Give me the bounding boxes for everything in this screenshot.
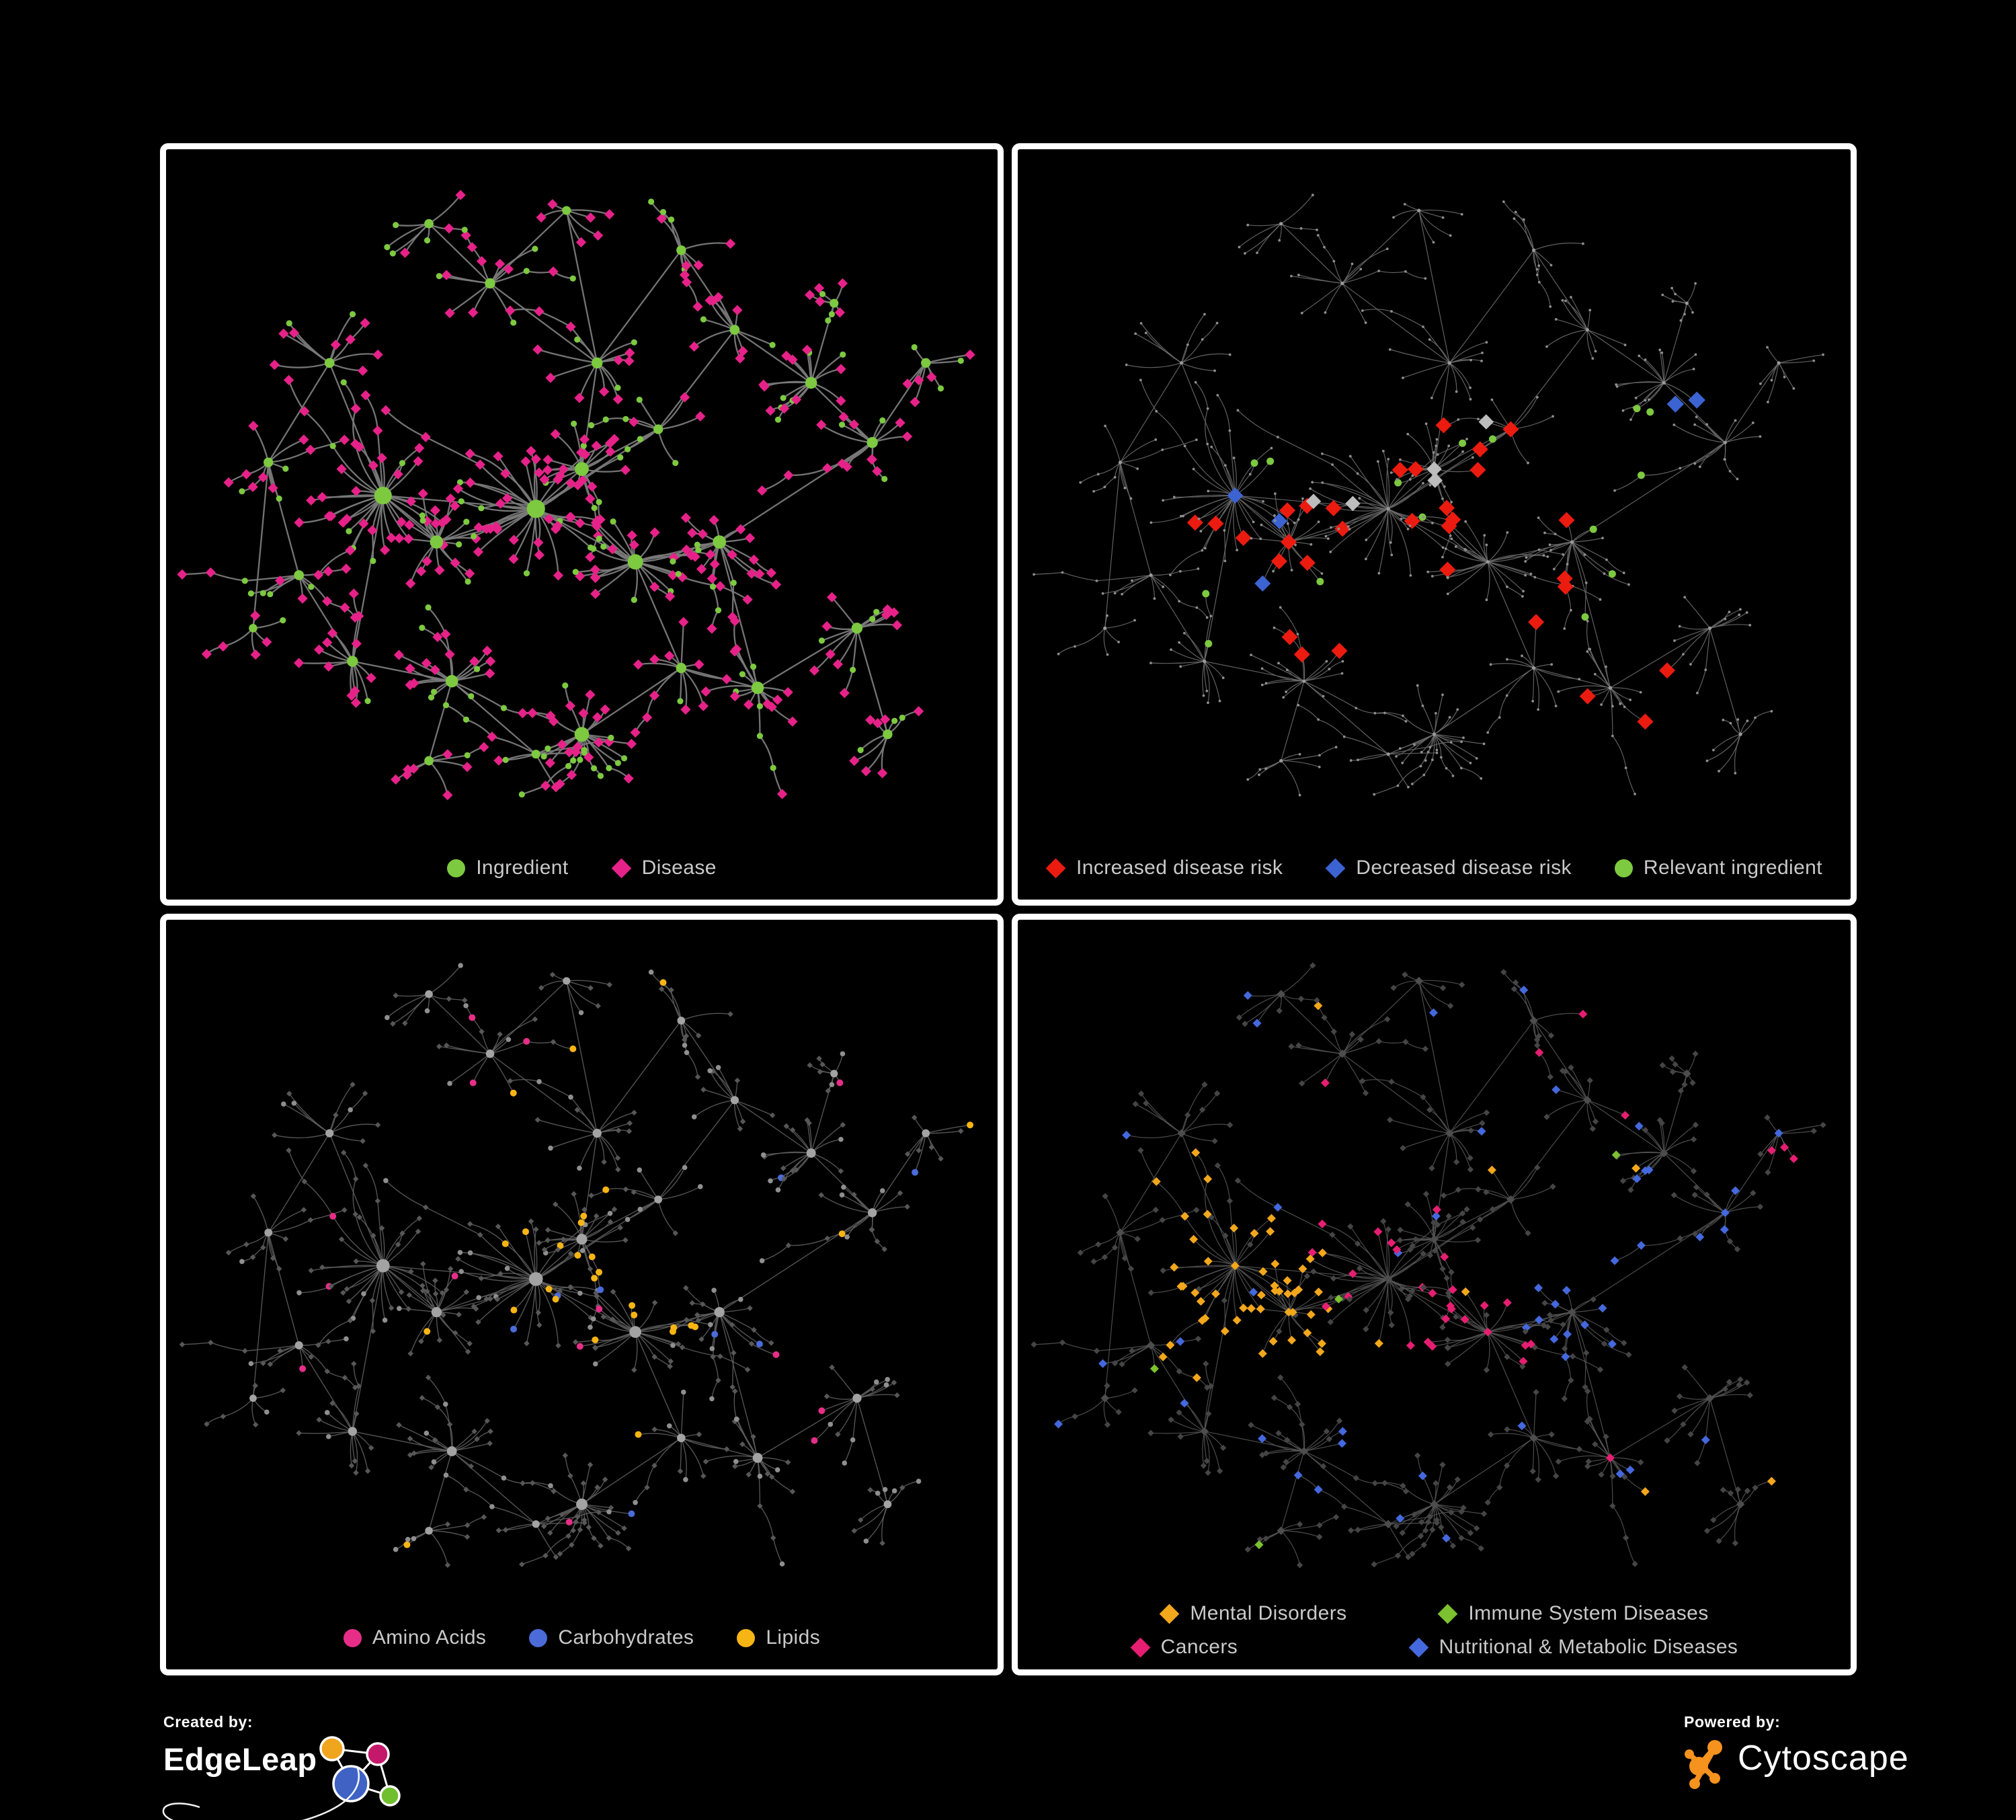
legend-disease-risk: Increased disease risk Decreased disease … [1018,857,1851,879]
legend-diamond-marker-icon [1438,1604,1458,1624]
legend-circle-marker-icon [529,1628,548,1647]
legend-label: Lipids [766,1626,821,1649]
legend-row: Cancers Nutritional & Metabolic Diseases [1130,1636,1738,1659]
legend-label: Disease [641,857,717,879]
legend-label: Nutritional & Metabolic Diseases [1439,1636,1738,1658]
legend-circle-marker-icon [1614,859,1633,877]
legend-item: Decreased disease risk [1325,857,1572,879]
legend-diamond-marker-icon [611,858,631,878]
cytoscape-logo-text: Cytoscape [1738,1739,1909,1778]
panel-ingredient-disease: Ingredient Disease [160,143,1004,906]
legend-circle-marker-icon [447,859,466,877]
legend-label: Relevant ingredient [1643,857,1822,879]
legend-item: Immune System Diseases [1438,1602,1708,1625]
legend-label: Increased disease risk [1076,857,1283,879]
legend-diamond-marker-icon [1408,1637,1429,1657]
legend-disease-categories: Mental Disorders Immune System Diseases Ca… [1018,1602,1851,1659]
created-by-label: Created by: [163,1713,253,1731]
powered-by-label: Powered by: [1684,1713,1781,1731]
network-graph-disease-risk [1033,194,1824,797]
legend-diamond-marker-icon [1160,1604,1180,1624]
legend-row: Ingredient Disease [447,857,717,879]
legend-nutrients: Amino Acids Carbohydrates Lipids [166,1626,998,1649]
legend-item: Nutritional & Metabolic Diseases [1408,1636,1738,1659]
legend-label: Mental Disorders [1190,1602,1347,1624]
legend-label: Cancers [1160,1636,1238,1658]
edgeleap-network-icon [319,1736,401,1807]
legend-item: Increased disease risk [1045,857,1283,879]
legend-label: Immune System Diseases [1468,1602,1709,1624]
legend-label: Amino Acids [372,1626,487,1649]
cytoscape-network-icon [1685,1740,1722,1789]
legend-item: Disease [611,857,717,879]
panel-disease-risk: Increased disease risk Decreased disease … [1012,143,1857,906]
legend-row: Mental Disorders Immune System Diseases [1160,1602,1708,1625]
panel-disease-category: Mental Disorders Immune System Diseases Ca… [1012,914,1857,1675]
legend-item: Mental Disorders [1160,1602,1395,1625]
legend-diamond-marker-icon [1325,858,1346,878]
legend-ingredient-disease: Ingredient Disease [166,857,998,879]
legend-item: Ingredient [447,857,568,879]
legend-item: Cancers [1130,1636,1366,1659]
legend-row: Amino Acids Carbohydrates Lipids [343,1626,820,1649]
legend-label: Ingredient [476,857,569,879]
legend-label: Carbohydrates [558,1626,694,1649]
powered-by-block: Powered by: Cytoscape [1684,1713,1909,1790]
created-by-block: Created by: EdgeLeap [162,1713,413,1820]
legend-label: Decreased disease risk [1356,857,1572,879]
network-graph-nutrients [179,963,974,1569]
legend-item: Relevant ingredient [1614,857,1822,879]
legend-item: Lipids [737,1626,820,1649]
legend-item: Amino Acids [343,1626,487,1649]
network-graph-disease-categories [1031,962,1826,1569]
edgeleap-logo-text: EdgeLeap [163,1741,317,1777]
legend-row: Increased disease risk Decreased disease … [1045,857,1822,879]
edgeleap-logo: EdgeLeap [162,1734,413,1820]
legend-diamond-marker-icon [1045,858,1066,878]
legend-circle-marker-icon [737,1628,756,1647]
legend-diamond-marker-icon [1130,1637,1151,1657]
cytoscape-logo: Cytoscape [1684,1734,1909,1790]
legend-circle-marker-icon [343,1628,362,1647]
panel-nutrient-categories: Amino Acids Carbohydrates Lipids [160,914,1004,1675]
network-graph-ingredient-disease [177,190,975,801]
legend-item: Carbohydrates [529,1626,694,1649]
